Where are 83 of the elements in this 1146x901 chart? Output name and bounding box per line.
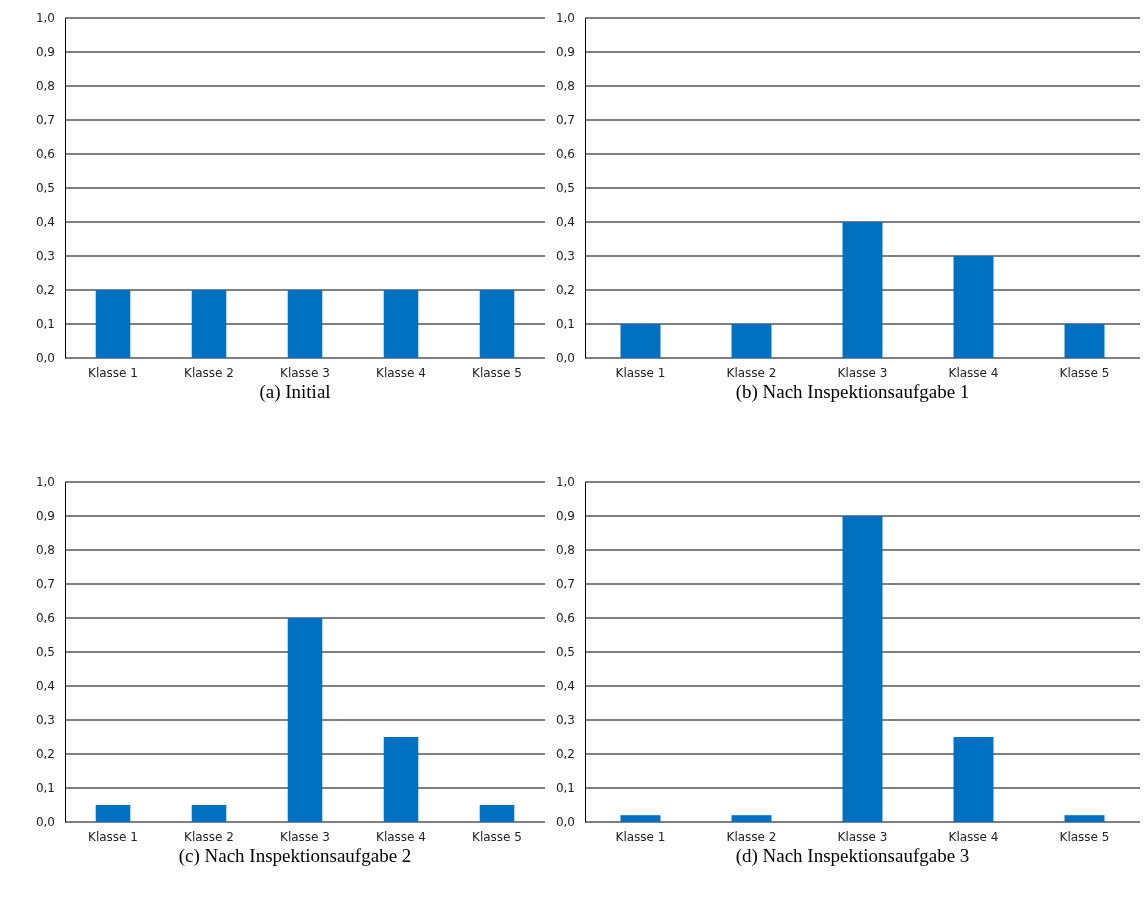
bar <box>953 737 994 822</box>
x-tick-label: Klasse 1 <box>88 365 138 380</box>
y-tick-label: 0,9 <box>35 45 55 60</box>
x-tick-label: Klasse 3 <box>837 829 888 844</box>
bar <box>1064 324 1105 358</box>
bar <box>191 805 227 822</box>
bar <box>383 737 419 822</box>
y-tick-label: 1,0 <box>35 475 55 490</box>
x-tick-label: Klasse 4 <box>948 829 999 844</box>
y-tick-label: 0,4 <box>35 679 55 694</box>
x-tick-label: Klasse 3 <box>837 365 888 380</box>
y-tick-label: 1,0 <box>555 475 575 490</box>
y-tick-label: 0,8 <box>555 79 575 94</box>
y-tick-label: 0,3 <box>35 249 55 264</box>
bar <box>1064 815 1105 822</box>
y-tick-label: 0,9 <box>555 45 575 60</box>
y-tick-label: 0,1 <box>555 317 575 332</box>
bar <box>842 516 883 822</box>
y-tick-label: 0,8 <box>555 543 575 558</box>
y-tick-label: 0,7 <box>35 113 55 128</box>
bar <box>479 805 515 822</box>
text: (d) Nach Inspektionsaufgabe 3 <box>735 845 970 867</box>
x-tick-label: Klasse 5 <box>472 365 522 380</box>
x-tick-label: Klasse 1 <box>615 365 666 380</box>
y-tick-label: 0,0 <box>555 351 575 366</box>
y-tick-label: 0,4 <box>555 679 575 694</box>
y-tick-label: 1,0 <box>555 11 575 26</box>
y-tick-label: 0,6 <box>555 611 575 626</box>
x-tick-label: Klasse 2 <box>726 829 777 844</box>
y-tick-label: 0,2 <box>555 283 575 298</box>
y-tick-label: 0,9 <box>35 509 55 524</box>
y-tick-label: 0,5 <box>35 181 55 196</box>
y-tick-label: 0,4 <box>555 215 575 230</box>
x-tick-label: Klasse 2 <box>184 365 234 380</box>
x-tick-label: Klasse 5 <box>1059 829 1110 844</box>
bar <box>95 805 131 822</box>
text: (a) Initial <box>259 381 331 403</box>
bar <box>620 324 661 358</box>
y-tick-label: 0,6 <box>35 611 55 626</box>
x-tick-label: Klasse 4 <box>948 365 999 380</box>
y-tick-label: 0,1 <box>35 781 55 796</box>
y-tick-label: 0,0 <box>555 815 575 830</box>
y-tick-label: 0,1 <box>555 781 575 796</box>
y-tick-label: 0,2 <box>35 747 55 762</box>
x-tick-label: Klasse 4 <box>376 365 426 380</box>
y-tick-label: 0,3 <box>35 713 55 728</box>
y-tick-label: 0,7 <box>35 577 55 592</box>
y-tick-label: 0,5 <box>555 645 575 660</box>
x-tick-label: Klasse 1 <box>88 829 138 844</box>
bar <box>620 815 661 822</box>
y-tick-label: 0,5 <box>35 645 55 660</box>
x-tick-label: Klasse 3 <box>280 365 330 380</box>
y-tick-label: 0,3 <box>555 249 575 264</box>
x-tick-label: Klasse 1 <box>615 829 666 844</box>
y-tick-label: 0,0 <box>35 815 55 830</box>
x-tick-label: Klasse 2 <box>726 365 777 380</box>
bar <box>731 324 772 358</box>
bar <box>842 222 883 358</box>
y-tick-label: 0,5 <box>555 181 575 196</box>
y-tick-label: 0,9 <box>555 509 575 524</box>
y-tick-label: 0,7 <box>555 113 575 128</box>
y-tick-label: 0,6 <box>35 147 55 162</box>
y-tick-label: 0,7 <box>555 577 575 592</box>
x-tick-label: Klasse 3 <box>280 829 330 844</box>
x-tick-label: Klasse 2 <box>184 829 234 844</box>
text: (c) Nach Inspektionsaufgabe 2 <box>178 845 412 867</box>
y-tick-label: 0,2 <box>555 747 575 762</box>
y-tick-label: 0,0 <box>35 351 55 366</box>
y-tick-label: 0,6 <box>555 147 575 162</box>
bar <box>287 618 323 822</box>
y-tick-label: 0,8 <box>35 543 55 558</box>
y-tick-label: 0,1 <box>35 317 55 332</box>
y-tick-label: 0,3 <box>555 713 575 728</box>
x-tick-label: Klasse 5 <box>1059 365 1110 380</box>
text: (b) Nach Inspektionsaufgabe 1 <box>735 381 970 403</box>
y-tick-label: 0,8 <box>35 79 55 94</box>
bar <box>731 815 772 822</box>
y-tick-label: 0,4 <box>35 215 55 230</box>
bar <box>953 256 994 358</box>
y-tick-label: 1,0 <box>35 11 55 26</box>
x-tick-label: Klasse 4 <box>376 829 426 844</box>
y-tick-label: 0,2 <box>35 283 55 298</box>
x-tick-label: Klasse 5 <box>472 829 522 844</box>
